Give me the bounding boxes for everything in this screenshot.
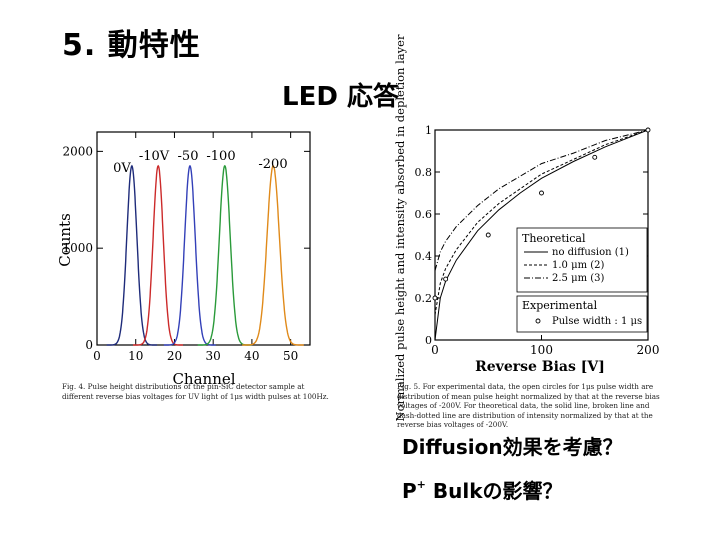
f5-series-line xyxy=(434,129,649,341)
f5-data-point xyxy=(443,276,449,282)
f5-legend-theoretical-entry: no diffusion (1) xyxy=(552,247,629,258)
f5-data-point xyxy=(645,127,651,133)
f5-legend-experimental-title: Experimental xyxy=(522,299,598,312)
f5-series-line xyxy=(434,129,649,315)
f5-x-tick-label: 0 xyxy=(431,343,439,357)
f4-peak-label: 0V xyxy=(113,161,131,176)
f4-y-tick-label: 1000 xyxy=(62,241,93,255)
f5-y-tick-label: 0.4 xyxy=(415,250,433,263)
f4-x-tick-label: 40 xyxy=(244,349,259,363)
f5-y-tick-label: 0.6 xyxy=(415,208,433,221)
f5-data-point xyxy=(485,232,491,238)
f5-legend-experimental-box xyxy=(516,295,648,333)
f5-y-tick-label: 0 xyxy=(425,334,432,347)
fig5-caption: Fig. 5. For experimental data, the open … xyxy=(397,382,660,429)
slide-title: 5. 動特性 xyxy=(62,28,201,63)
f4-x-tick-label: 20 xyxy=(167,349,182,363)
f5-legend-theoretical-entry: 1.0 μm (2) xyxy=(552,260,605,271)
f4-y-tick-label: 0 xyxy=(85,338,93,352)
question-bulk: P+ Bulkの影響？ xyxy=(402,478,563,503)
f4-x-tick-label: 0 xyxy=(93,349,101,363)
f5-x-tick-label: 100 xyxy=(530,343,553,357)
f5-y-tick-label: 0.2 xyxy=(415,292,433,305)
f5-data-point xyxy=(432,295,438,301)
f4-series-line xyxy=(133,164,183,346)
slide-subtitle: LED 応答 xyxy=(282,82,399,112)
f5-data-point xyxy=(592,154,598,160)
f5-plot-frame xyxy=(434,129,649,341)
f4-peak-label: -50 xyxy=(178,149,199,164)
f5-y-tick-label: 0.8 xyxy=(415,166,433,179)
f5-y-tick-label: 1 xyxy=(425,124,432,137)
f5-legend-marker xyxy=(535,318,541,324)
f4-y-tick-label: 2000 xyxy=(62,144,93,158)
f5-x-axis-label: Reverse Bias [V] xyxy=(475,359,605,375)
f5-data-point xyxy=(539,190,544,196)
f4-series-line xyxy=(106,164,157,346)
f4-x-tick-label: 30 xyxy=(206,349,221,363)
question-diffusion: Diffusion効果を考慮？ xyxy=(402,435,623,459)
f4-peak-label: -200 xyxy=(258,157,287,172)
f4-plot-frame xyxy=(96,131,311,346)
f5-series-line xyxy=(434,129,649,271)
f4-series-line xyxy=(242,165,304,346)
f4-series-line xyxy=(197,164,252,346)
f5-legend-theoretical-entry: 2.5 μm (3) xyxy=(552,273,605,284)
f4-x-tick-label: 10 xyxy=(128,349,143,363)
fig4-caption: Fig. 4. Pulse height distributions of th… xyxy=(62,382,329,401)
f5-x-tick-label: 200 xyxy=(637,343,660,357)
f4-series-line xyxy=(163,165,216,346)
f5-legend-theoretical-title: Theoretical xyxy=(522,232,586,245)
f4-peak-label: -100 xyxy=(206,149,235,164)
f5-legend-theoretical-box xyxy=(516,227,648,293)
f4-x-tick-label: 50 xyxy=(283,349,298,363)
f4-y-axis-label: Counts xyxy=(56,213,74,267)
f5-legend-experimental-entry: Pulse width : 1 μs xyxy=(552,316,642,327)
f4-peak-label: -10V xyxy=(139,149,170,164)
